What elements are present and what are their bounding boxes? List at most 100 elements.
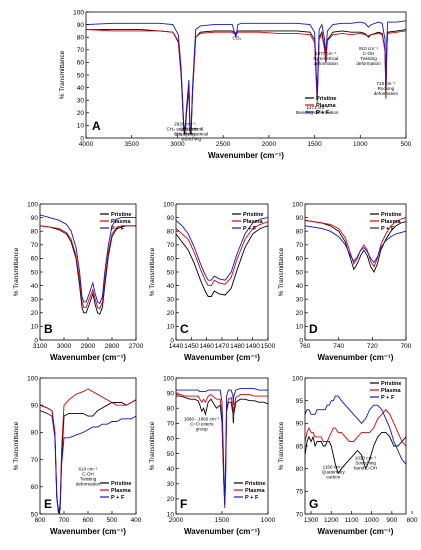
annotation-line: Bending deformation: [296, 110, 339, 115]
panel-e: 800 700 600 500 400 50 60 70 80 90 100 Wavenumber (…: [13, 375, 142, 536]
series-line-plasma: [40, 225, 136, 310]
y-tick-label: 30: [167, 297, 175, 304]
x-tick-label: 3000: [170, 141, 185, 148]
series-line-pristine: [176, 225, 268, 297]
y-tick-label: 10: [31, 324, 39, 331]
legend-entry: P + F: [316, 110, 330, 116]
series-line-p-f: [305, 225, 406, 264]
x-axis-label: Wavenumber (cm⁻¹): [50, 353, 126, 362]
panel-letter: F: [180, 497, 187, 511]
panel-letter: B: [44, 322, 53, 336]
x-tick-label: 1200: [324, 517, 339, 524]
y-tick-label: 95: [296, 398, 304, 405]
y-tick-label: 10: [167, 324, 175, 331]
y-tick-label: 100: [163, 375, 174, 382]
y-tick-label: 100: [292, 201, 303, 208]
y-tick-label: 70: [167, 242, 175, 249]
y-tick-label: 50: [167, 451, 175, 458]
annotation-line: band C-OH: [354, 466, 377, 471]
legend-entry: P + F: [111, 226, 125, 232]
series-line-pristine: [305, 219, 406, 273]
legend-entry: Plasma: [316, 103, 336, 109]
annotation-line: 1030 cm⁻¹: [355, 456, 377, 461]
annotation-line: C-OH: [82, 471, 94, 476]
y-tick-label: 30: [77, 98, 85, 105]
y-tick-label: 20: [77, 110, 85, 117]
panel-d: 760 740 720 700 0 10 20 30 40 50 60 70 80 90 100 Wavenu…: [278, 201, 412, 362]
annotation-line: deformation: [374, 91, 399, 96]
x-axis-label: Wavenumber (cm⁻¹): [318, 527, 394, 536]
x-tick-label: 1490: [245, 343, 260, 350]
annotation-line: 1660 - 1860 cm⁻¹: [184, 416, 220, 421]
annotation-line: carbon: [326, 475, 340, 480]
y-tick-label: 10: [296, 324, 304, 331]
y-tick-label: 20: [167, 310, 175, 317]
x-tick-label: 4000: [79, 141, 94, 148]
annotation-line: deformation: [356, 61, 381, 66]
y-tick-label: 100: [163, 201, 174, 208]
x-axis-label: Wavenumber (cm⁻¹): [184, 353, 260, 362]
series-line-p-f: [176, 217, 268, 281]
x-tick-label: 700: [401, 343, 412, 350]
x-tick-label: 3500: [124, 141, 139, 148]
y-tick-label: 80: [296, 466, 304, 473]
y-tick-label: 80: [31, 430, 39, 437]
y-tick-label: 100: [27, 201, 38, 208]
y-tick-label: 80: [167, 406, 175, 413]
x-axis-label: Wavenumber (cm⁻¹): [318, 353, 394, 362]
x-tick-label: 3000: [57, 343, 72, 350]
y-tick-label: 10: [77, 123, 85, 130]
y-tick-label: 100: [292, 375, 303, 382]
y-tick-label: 10: [167, 511, 175, 518]
y-tick-label: 80: [77, 35, 85, 42]
legend-entry: P + F: [245, 495, 259, 501]
y-tick-label: 30: [31, 297, 39, 304]
y-tick-label: 70: [167, 421, 175, 428]
x-tick-label: 1000: [364, 517, 379, 524]
x-tick-label: 760: [300, 343, 311, 350]
y-tick-label: 30: [296, 297, 304, 304]
y-tick-label: 70: [296, 242, 304, 249]
y-tick-label: 50: [167, 269, 175, 276]
x-tick-label: 500: [401, 141, 412, 148]
legend-entry: Plasma: [381, 219, 401, 225]
y-axis-label: % Transmittance: [278, 421, 285, 470]
x-tick-label: 600: [83, 517, 94, 524]
x-tick-label: 2500: [216, 141, 231, 148]
y-tick-label: 40: [167, 466, 175, 473]
legend-entry: Plasma: [243, 219, 263, 225]
y-tick-label: 90: [296, 215, 304, 222]
y-tick-label: 0: [299, 337, 303, 344]
y-tick-label: 50: [77, 72, 85, 79]
y-tick-label: 60: [296, 256, 304, 263]
annotation-line: 1166 cm⁻¹: [323, 465, 345, 470]
y-tick-label: 70: [31, 242, 39, 249]
annotation-line: CH₂ symmetrical: [174, 131, 208, 136]
series-line-plasma: [176, 221, 268, 287]
series-line-p-f: [40, 214, 136, 304]
x-tick-label: 2900: [81, 343, 96, 350]
legend-entry: P + F: [243, 226, 257, 232]
x-tick-label: 400: [131, 517, 142, 524]
y-tick-label: 80: [167, 229, 175, 236]
y-tick-label: 75: [296, 489, 304, 496]
annotation-line: Rocking: [378, 86, 395, 91]
y-tick-label: 90: [296, 421, 304, 428]
annotation: CO₂: [233, 36, 242, 41]
annotation-line: 910 cm⁻¹: [359, 46, 378, 51]
y-tick-label: 70: [77, 47, 85, 54]
panel-letter: D: [309, 322, 318, 336]
y-tick-label: 0: [34, 337, 38, 344]
y-tick-label: 50: [31, 269, 39, 276]
y-tick-label: 100: [27, 375, 38, 382]
x-tick-label: 2000: [262, 141, 277, 148]
legend-entry: Plasma: [111, 219, 131, 225]
annotation-line: 2920 cm⁻¹: [174, 121, 196, 126]
annotation-line: CH₂ asymmetrical: [167, 126, 204, 131]
panel-letter: G: [309, 497, 318, 511]
